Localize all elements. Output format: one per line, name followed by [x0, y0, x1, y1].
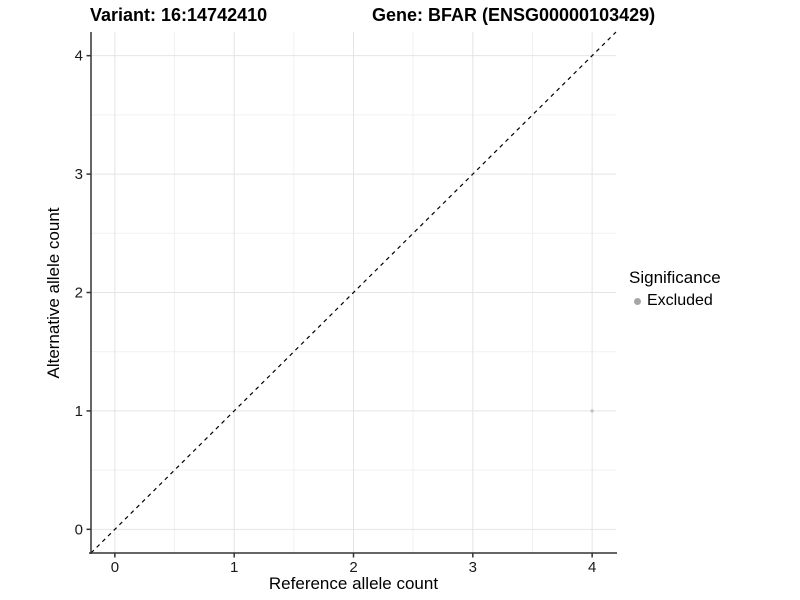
- y-tick-label: 0: [75, 521, 83, 538]
- y-axis-title: Alternative allele count: [44, 207, 63, 379]
- x-tick-label: 4: [588, 559, 596, 576]
- x-tick-label: 3: [469, 559, 477, 576]
- legend-item-label: Excluded: [647, 292, 713, 309]
- y-tick-label: 3: [75, 166, 83, 183]
- plot-title-variant: Variant: 16:14742410: [90, 5, 268, 25]
- legend-point-icon: [634, 297, 641, 305]
- legend: Significance Excluded: [629, 268, 721, 310]
- y-tick-label: 4: [75, 48, 83, 65]
- x-tick-label: 0: [111, 559, 119, 576]
- y-tick-label: 2: [75, 285, 83, 302]
- identity-line: [90, 31, 617, 554]
- x-axis-title: Reference allele count: [268, 574, 439, 593]
- plot-title-gene: Gene: BFAR (ENSG00000103429): [372, 5, 656, 25]
- y-tick-label: 1: [75, 403, 83, 420]
- x-tick-label: 1: [230, 559, 238, 576]
- data-point: [590, 409, 594, 413]
- legend-title: Significance: [629, 268, 721, 287]
- legend-item-excluded: Excluded: [629, 292, 721, 310]
- x-tick-label: 2: [349, 559, 357, 576]
